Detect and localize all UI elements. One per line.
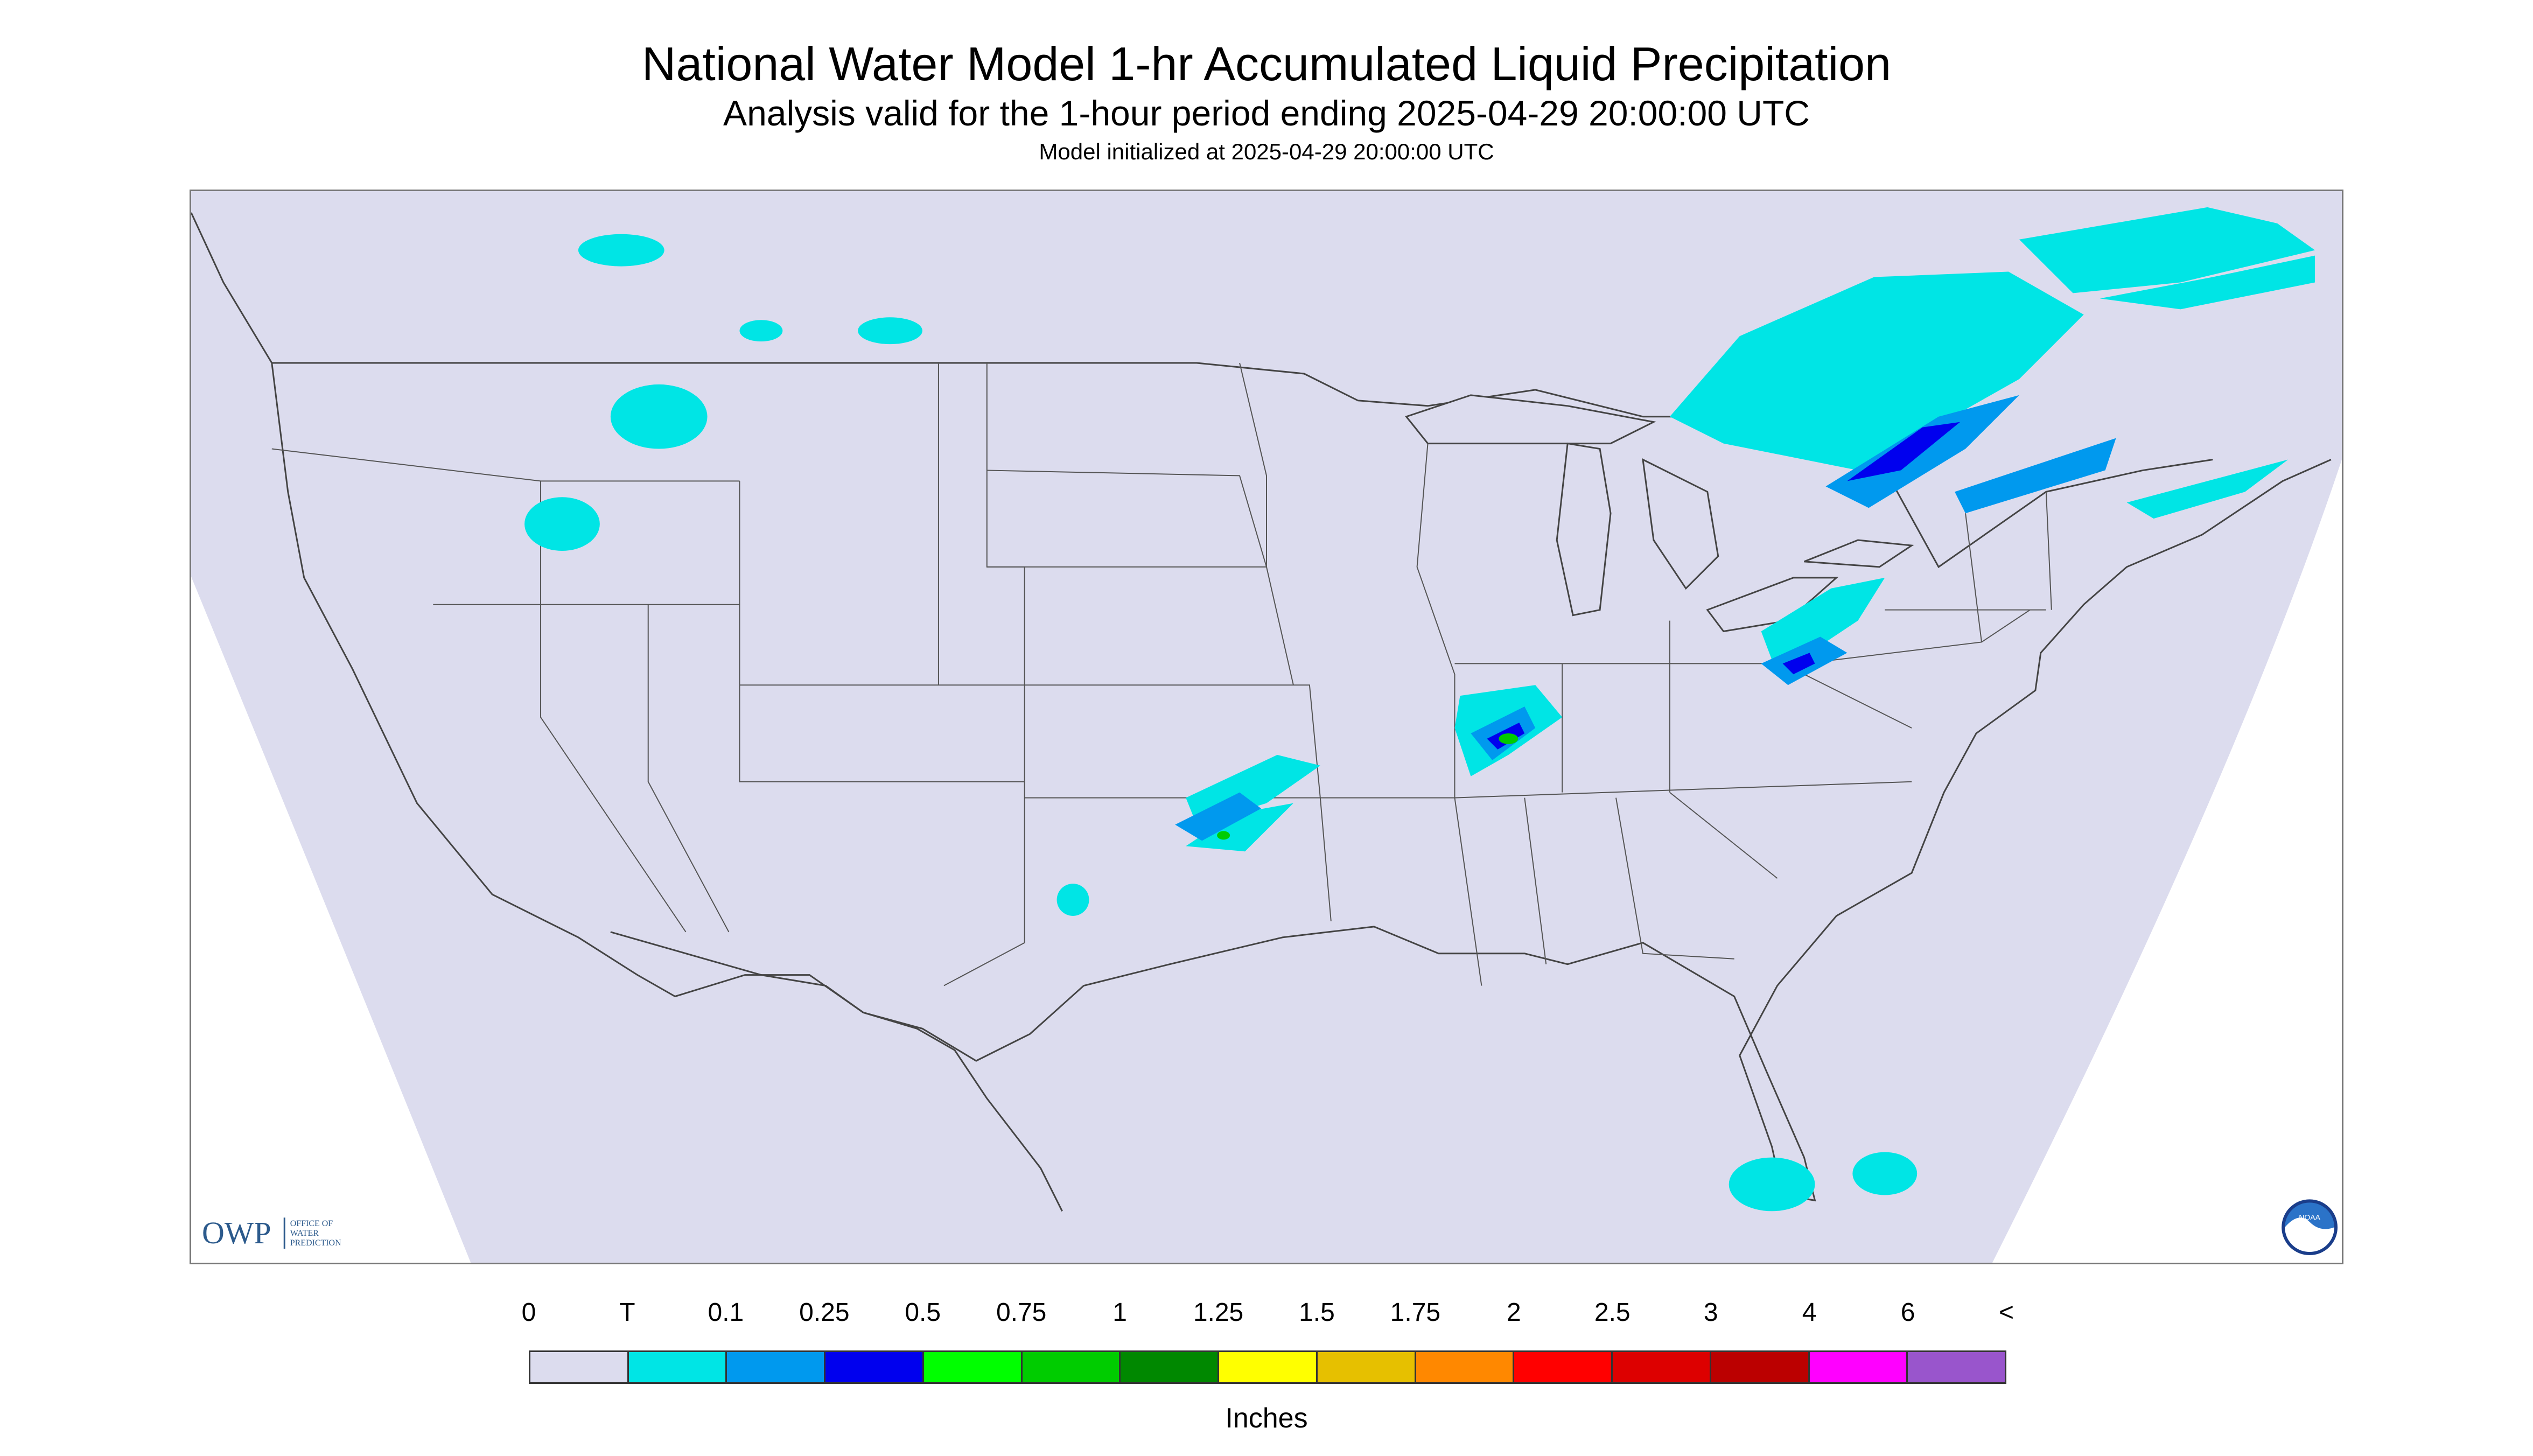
legend-color-bar xyxy=(529,1350,2006,1384)
legend-label: 3 xyxy=(1703,1298,1718,1327)
precip-trace xyxy=(524,207,2315,1212)
noaa-logo: NOAA xyxy=(2282,1199,2338,1256)
legend-label: 4 xyxy=(1802,1298,1817,1327)
legend-swatch xyxy=(1219,1352,1318,1382)
us-mexico-border xyxy=(610,931,1063,1212)
legend-label: 1 xyxy=(1112,1298,1127,1327)
lake-erie xyxy=(1706,577,1839,633)
map-title: National Water Model 1-hr Accumulated Li… xyxy=(641,37,1892,90)
state-lines xyxy=(271,362,2052,986)
noaa-text: NOAA xyxy=(2299,1213,2320,1221)
legend-swatch xyxy=(530,1352,629,1382)
map-canvas: OWP OFFICE OF WATER PREDICTION NOAA xyxy=(191,191,2342,1263)
legend-label: 2 xyxy=(1506,1298,1521,1327)
map-subtitle: Analysis valid for the 1-hour period end… xyxy=(723,93,1810,133)
legend-swatch xyxy=(1022,1352,1121,1382)
legend-swatch xyxy=(1613,1352,1711,1382)
legend-label: 0 xyxy=(521,1298,536,1327)
legend-swatch xyxy=(628,1352,727,1382)
lake-superior xyxy=(1405,394,1656,445)
lake-michigan xyxy=(1556,442,1612,617)
legend-label: 0.5 xyxy=(905,1298,941,1327)
legend-swatch xyxy=(727,1352,826,1382)
legend-label: 0.75 xyxy=(996,1298,1047,1327)
legend-swatch xyxy=(1121,1352,1220,1382)
legend-label: 0.1 xyxy=(708,1298,744,1327)
precipitation-map[interactable]: OWP OFFICE OF WATER PREDICTION NOAA xyxy=(190,190,2343,1264)
legend-label: 2.5 xyxy=(1594,1298,1631,1327)
legend-swatch xyxy=(1514,1352,1613,1382)
legend-label: 1.75 xyxy=(1390,1298,1441,1327)
precip-heavy xyxy=(1217,733,1519,840)
legend-label: 6 xyxy=(1900,1298,1915,1327)
precip-legend: 0 T 0.1 0.25 0.5 0.75 1 1.25 1.5 1.75 2 2.5 3 4 6 < xyxy=(522,1298,2014,1384)
legend-label: 1.25 xyxy=(1193,1298,1244,1327)
legend-swatch xyxy=(1809,1352,1908,1382)
model-init-line: Model initialized at 2025-04-29 20:00:00… xyxy=(1039,139,1494,164)
legend-label: < xyxy=(1998,1298,2014,1327)
owp-line-3: PREDICTION xyxy=(290,1238,341,1248)
legend-label: 1.5 xyxy=(1299,1298,1335,1327)
legend-label: T xyxy=(619,1298,635,1327)
lake-huron xyxy=(1642,458,1719,590)
country-coastline xyxy=(191,212,2332,1202)
owp-line-1: OFFICE OF xyxy=(290,1219,333,1228)
owp-logo: OWP OFFICE OF WATER PREDICTION xyxy=(202,1215,341,1250)
legend-swatch xyxy=(1317,1352,1416,1382)
legend-swatch xyxy=(825,1352,924,1382)
legend-units: Inches xyxy=(1225,1403,1308,1434)
legend-swatch xyxy=(1908,1352,2005,1382)
legend-label: 0.25 xyxy=(799,1298,850,1327)
owp-letters: OWP xyxy=(202,1215,271,1250)
legend-swatch xyxy=(923,1352,1023,1382)
owp-line-2: WATER xyxy=(290,1229,319,1238)
legend-swatch xyxy=(1416,1352,1515,1382)
legend-swatch xyxy=(1711,1352,1810,1382)
lake-ontario xyxy=(1803,539,1914,568)
